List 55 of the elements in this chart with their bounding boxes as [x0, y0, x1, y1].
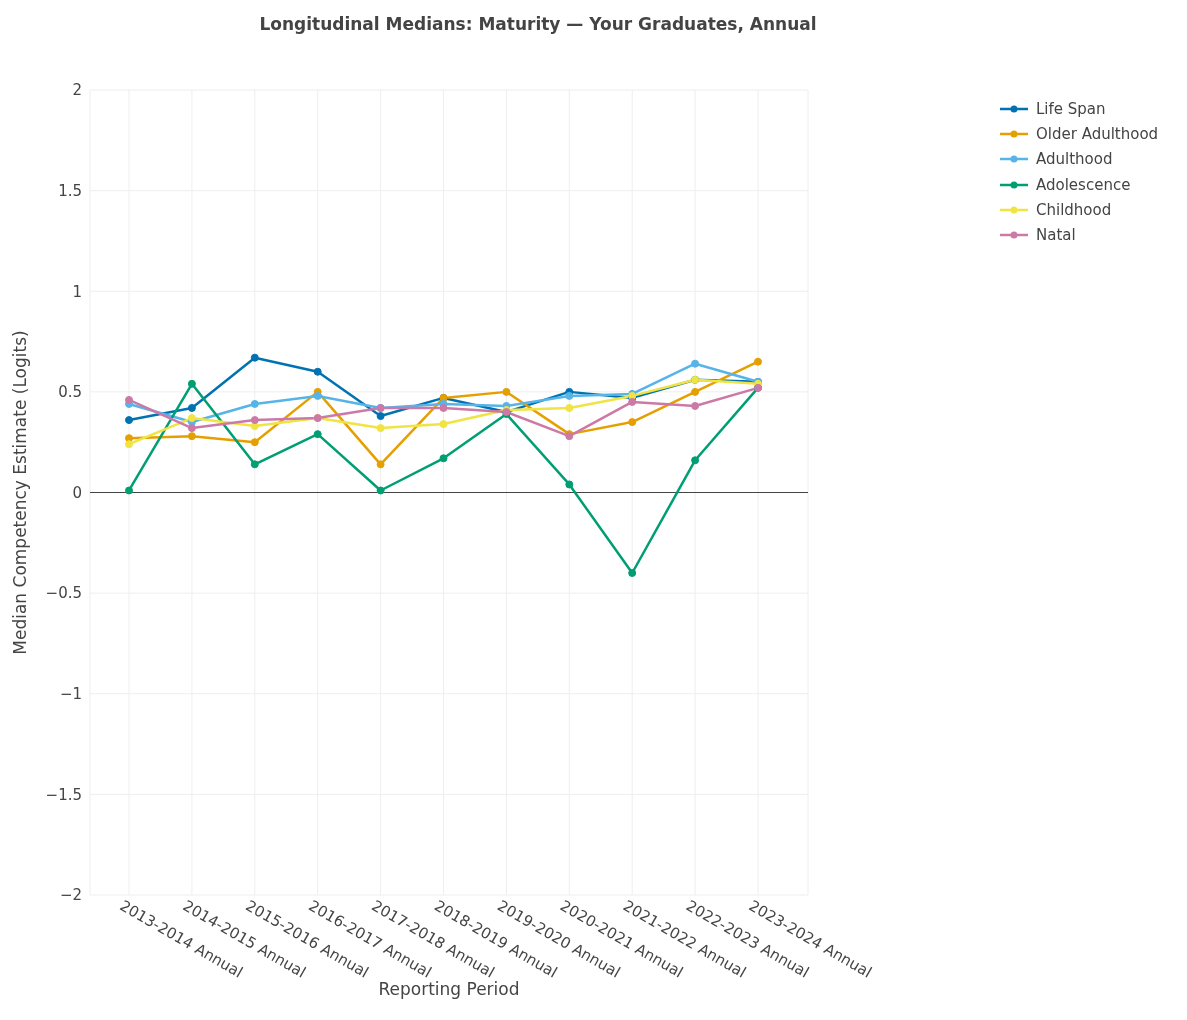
point [250, 399, 259, 408]
legend-label: Life Span [1036, 99, 1106, 118]
legend-label: Adolescence [1036, 175, 1131, 194]
point [187, 379, 196, 388]
y-axis-title: Median Competency Estimate (Logits) [10, 330, 31, 655]
legend-label: Adulthood [1036, 150, 1113, 169]
y-tick-label: −2 [59, 886, 82, 905]
point [691, 359, 700, 368]
legend-label: Childhood [1036, 200, 1112, 219]
x-axis-title: Reporting Period [378, 979, 520, 999]
legend-label: Older Adulthood [1036, 124, 1159, 143]
point [628, 569, 637, 577]
legend-label: Natal [1036, 226, 1076, 245]
point [250, 353, 259, 362]
point [376, 486, 385, 495]
point [376, 460, 385, 469]
y-tick-label: −1 [59, 685, 82, 704]
y-tick-label: 0 [72, 483, 82, 502]
point [187, 414, 196, 423]
point [187, 424, 196, 433]
point [250, 460, 259, 469]
point [125, 440, 133, 449]
point [125, 395, 133, 404]
point [250, 422, 259, 431]
y-tick-label: 2 [72, 81, 82, 100]
point [691, 387, 700, 396]
point [313, 367, 322, 376]
point [313, 391, 322, 400]
point [125, 416, 133, 425]
y-tick-label: 1.5 [58, 181, 82, 200]
point [565, 480, 574, 489]
point [187, 403, 196, 412]
point [691, 456, 700, 465]
point [691, 401, 700, 410]
y-tick-label: −1.5 [45, 785, 82, 804]
point [187, 432, 196, 441]
point [250, 416, 259, 425]
point [376, 412, 385, 421]
point [565, 403, 574, 412]
point [628, 397, 637, 406]
point [439, 454, 448, 463]
point [439, 403, 448, 412]
point [502, 387, 511, 396]
point [125, 486, 133, 495]
chart-title: Longitudinal Medians: Maturity — Your Graduates, Annual [258, 14, 818, 34]
point [628, 418, 637, 427]
point [754, 357, 762, 366]
y-tick-label: 0.5 [58, 383, 82, 402]
point [376, 424, 385, 433]
y-tick-label: −0.5 [45, 584, 82, 603]
point [313, 430, 322, 439]
point [565, 391, 574, 400]
point [250, 438, 259, 447]
y-tick-label: 1 [72, 282, 82, 301]
point [439, 420, 448, 429]
